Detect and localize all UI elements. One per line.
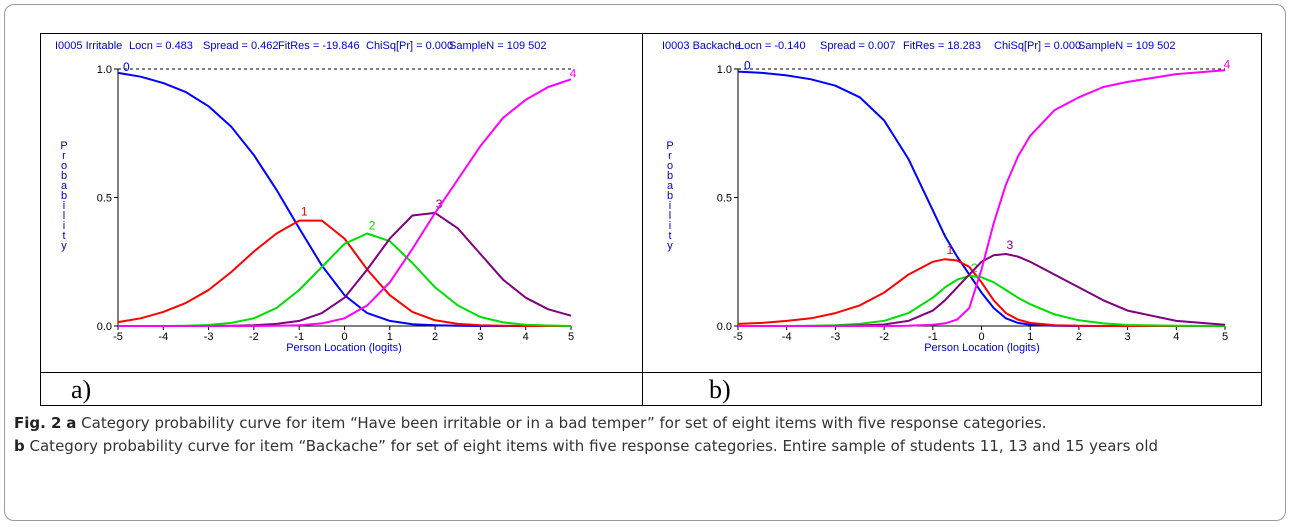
x-tick-label: 1 <box>387 331 393 343</box>
header-chisq: ChiSq[Pr] = 0.000 <box>366 40 453 52</box>
header-spread: Spread = 0.007 <box>820 40 896 52</box>
x-tick-label: 5 <box>1222 331 1228 343</box>
x-tick-label: -5 <box>113 331 123 343</box>
series-label-3: 3 <box>1007 238 1014 252</box>
panel-label-b: b) <box>709 375 731 404</box>
figure-frame: I0005 Irritable Locn = 0.483 Spread = 0.46… <box>4 4 1286 521</box>
caption-b-text: Category probability curve for item “Bac… <box>24 437 1159 455</box>
chart-a: I0005 Irritable Locn = 0.483 Spread = 0.46… <box>55 40 577 354</box>
series-line-4 <box>738 69 1226 327</box>
x-tick-label: -3 <box>204 331 214 343</box>
chart-panel-a: I0005 Irritable Locn = 0.483 Spread = 0.46… <box>41 34 642 372</box>
figure-caption: Fig. 2 a Category probability curve for … <box>14 412 1276 458</box>
figure-table: I0005 Irritable Locn = 0.483 Spread = 0.46… <box>40 33 1262 406</box>
series-label-4: 4 <box>1224 57 1231 71</box>
x-tick-label: 4 <box>523 331 529 343</box>
x-tick-label: 5 <box>568 331 574 343</box>
caption-fig-label: Fig. 2 <box>14 414 62 432</box>
series-line-0 <box>737 70 1225 327</box>
y-tick-label: 1.0 <box>717 64 732 76</box>
series-line-1 <box>117 219 571 327</box>
series-label-2: 2 <box>369 218 376 232</box>
caption-b-marker: b <box>14 437 25 455</box>
y-tick-label: 0.0 <box>717 321 732 333</box>
x-tick-label: 2 <box>1076 331 1082 343</box>
header-samplen: SampleN = 109 502 <box>1078 40 1176 52</box>
x-tick-label: -1 <box>928 331 938 343</box>
series-label-3: 3 <box>436 197 443 211</box>
header-chisq: ChiSq[Pr] = 0.000 <box>994 40 1081 52</box>
x-tick-label: 0 <box>978 331 984 343</box>
x-tick-label: -3 <box>831 331 841 343</box>
series-line-4 <box>118 78 572 327</box>
header-fitres: FitRes = -19.846 <box>278 40 360 52</box>
x-tick-label: -1 <box>294 331 304 343</box>
x-tick-label: 2 <box>432 331 438 343</box>
chart-panel-b: I0003 Backache Locn = -0.140 Spread = 0.00… <box>643 34 1262 372</box>
series-line-0 <box>117 71 571 327</box>
table-divider-horizontal <box>41 372 1261 373</box>
header-locn: Locn = 0.483 <box>129 40 193 52</box>
x-tick-label: 1 <box>1027 331 1033 343</box>
series-line-3 <box>738 253 1226 327</box>
x-tick-label: -5 <box>733 331 743 343</box>
series-label-1: 1 <box>947 243 954 257</box>
series-label-0: 0 <box>123 60 130 74</box>
series-label-0: 0 <box>744 59 751 73</box>
y-tick-label: 0.5 <box>717 193 732 205</box>
y-tick-label: 0.5 <box>97 193 112 205</box>
header-item: I0005 Irritable <box>55 40 122 52</box>
header-spread: Spread = 0.462 <box>203 40 279 52</box>
header-locn: Locn = -0.140 <box>738 40 806 52</box>
x-tick-label: -2 <box>879 331 889 343</box>
x-tick-label: -4 <box>158 331 168 343</box>
x-tick-label: -2 <box>249 331 259 343</box>
x-tick-label: 4 <box>1173 331 1179 343</box>
y-tick-label: 1.0 <box>97 64 112 76</box>
table-divider-vertical <box>642 34 643 405</box>
x-axis-label: Person Location (logits) <box>286 342 402 354</box>
header-item: I0003 Backache <box>662 40 741 52</box>
x-tick-label: -4 <box>782 331 792 343</box>
header-samplen: SampleN = 109 502 <box>449 40 547 52</box>
header-fitres: FitRes = 18.283 <box>903 40 981 52</box>
series-label-4: 4 <box>570 66 577 80</box>
series-line-1 <box>737 258 1225 327</box>
caption-a-text: Category probability curve for item “Hav… <box>76 414 1047 432</box>
x-tick-label: 0 <box>341 331 347 343</box>
caption-a-marker: a <box>66 414 77 432</box>
x-tick-label: 3 <box>477 331 483 343</box>
panel-label-a: a) <box>71 375 92 404</box>
x-axis-label: Person Location (logits) <box>924 342 1040 354</box>
series-label-1: 1 <box>301 205 308 219</box>
series-line-3 <box>118 211 572 327</box>
y-tick-label: 0.0 <box>97 321 112 333</box>
x-tick-label: 3 <box>1125 331 1131 343</box>
